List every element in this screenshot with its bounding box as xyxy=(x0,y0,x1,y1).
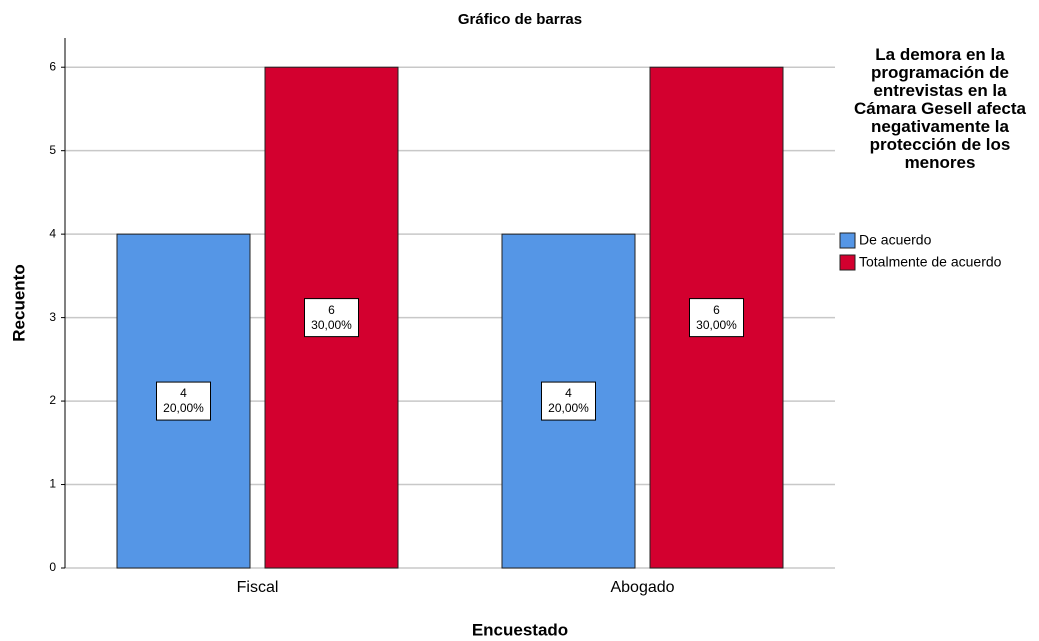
data-label: 4 xyxy=(565,386,572,400)
legend-label: Totalmente de acuerdo xyxy=(859,254,1002,270)
data-label: 6 xyxy=(328,303,335,317)
y-tick-label: 4 xyxy=(49,226,56,240)
data-label-box xyxy=(156,381,211,421)
x-axis-label: Encuestado xyxy=(472,620,568,639)
y-tick-label: 0 xyxy=(49,560,56,574)
y-axis-label: Recuento xyxy=(9,264,28,341)
data-label-percent: 30,00% xyxy=(696,318,737,332)
y-tick-label: 5 xyxy=(49,143,56,157)
data-label-box xyxy=(541,381,596,421)
data-label-percent: 20,00% xyxy=(548,401,589,415)
legend-label: De acuerdo xyxy=(859,232,932,248)
data-label: 6 xyxy=(713,303,720,317)
y-tick-label: 1 xyxy=(49,477,56,491)
legend-title: La demora en la programación de entrevis… xyxy=(854,45,1026,172)
data-label-percent: 20,00% xyxy=(163,401,204,415)
y-tick-label: 6 xyxy=(49,59,56,73)
data-label-box xyxy=(689,298,744,338)
data-label: 4 xyxy=(180,386,187,400)
x-tick-label: Fiscal xyxy=(237,579,279,596)
y-tick-label: 3 xyxy=(49,310,56,324)
x-tick-label: Abogado xyxy=(610,579,674,596)
chart-title: Gráfico de barras xyxy=(458,11,582,28)
data-label-percent: 30,00% xyxy=(311,318,352,332)
legend-swatch xyxy=(839,254,856,271)
data-label-box xyxy=(304,298,359,338)
legend-swatch xyxy=(839,232,856,249)
y-tick-label: 2 xyxy=(49,393,56,407)
